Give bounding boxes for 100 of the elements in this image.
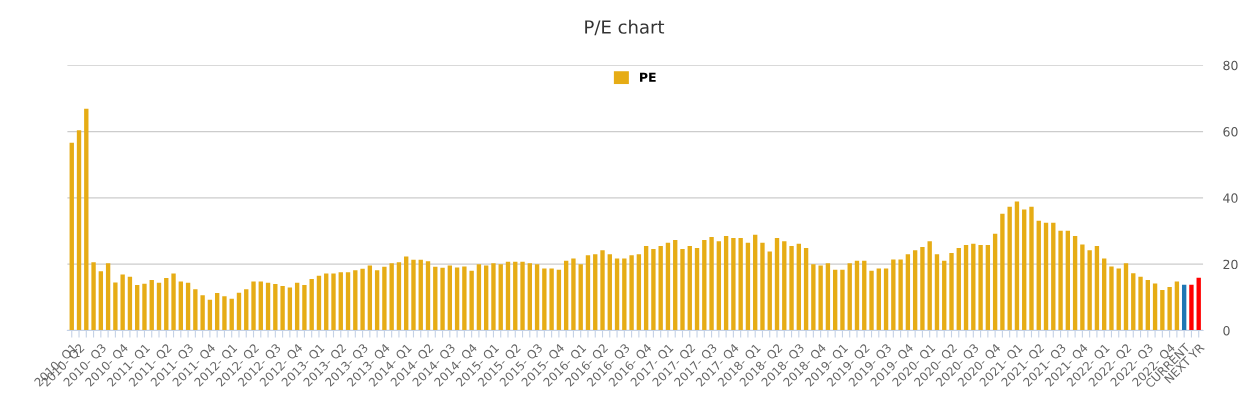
bar xyxy=(571,258,576,331)
bar xyxy=(1007,206,1012,331)
bar xyxy=(316,275,322,331)
bar xyxy=(273,284,278,331)
y-tick-label: 40 xyxy=(1223,193,1238,203)
bar xyxy=(1102,258,1107,331)
bar xyxy=(258,281,263,331)
bar xyxy=(149,280,154,331)
bar xyxy=(963,244,969,331)
bar xyxy=(629,255,634,331)
bar xyxy=(811,264,816,331)
bar xyxy=(643,245,649,331)
bar xyxy=(1036,220,1041,331)
bar xyxy=(338,272,343,331)
bar xyxy=(265,282,271,331)
bar xyxy=(1000,213,1005,331)
bar xyxy=(578,264,583,331)
bar xyxy=(389,263,394,331)
bar xyxy=(382,266,387,331)
bar xyxy=(1029,206,1034,331)
bar xyxy=(185,282,191,331)
bar xyxy=(1138,276,1143,331)
bar xyxy=(753,234,758,331)
bar xyxy=(607,254,612,331)
bar xyxy=(978,244,983,331)
bar xyxy=(135,285,140,331)
bar xyxy=(462,266,467,331)
bar xyxy=(760,242,765,331)
bar xyxy=(883,268,889,331)
bar xyxy=(469,270,474,331)
bar xyxy=(680,248,685,331)
bar xyxy=(1167,287,1172,331)
bar xyxy=(207,299,213,331)
bar xyxy=(1072,236,1078,331)
legend-label: PE xyxy=(640,72,656,82)
bar xyxy=(498,264,503,331)
bar xyxy=(825,263,831,331)
bar xyxy=(527,263,532,331)
bar xyxy=(156,282,162,331)
bar xyxy=(1181,284,1187,331)
bar xyxy=(520,261,525,331)
bar xyxy=(658,245,663,331)
bar xyxy=(992,233,998,331)
bar xyxy=(651,248,656,331)
bar xyxy=(84,108,89,331)
y-tick-label: 80 xyxy=(1223,60,1238,71)
y-tick-label: 20 xyxy=(1223,259,1238,270)
bar xyxy=(193,289,198,331)
bar xyxy=(251,281,256,331)
bar xyxy=(513,261,518,331)
bar xyxy=(665,242,671,331)
bar xyxy=(731,237,736,331)
bar xyxy=(862,260,867,331)
bar xyxy=(1131,273,1136,331)
bar xyxy=(971,243,976,331)
bar xyxy=(912,250,918,331)
bar xyxy=(905,254,911,331)
bar xyxy=(367,265,373,331)
bar xyxy=(542,268,547,331)
bar xyxy=(949,252,954,331)
y-tick-label: 60 xyxy=(1223,127,1238,137)
bar xyxy=(1058,230,1063,331)
bar xyxy=(789,245,794,331)
bar xyxy=(738,237,743,331)
bar xyxy=(767,251,772,331)
bar xyxy=(214,293,220,331)
bar xyxy=(716,241,722,331)
bar xyxy=(113,282,118,331)
bar xyxy=(1014,201,1020,331)
bar xyxy=(622,258,627,331)
bar xyxy=(803,247,809,331)
bar xyxy=(549,268,554,331)
bar xyxy=(447,265,453,331)
bar xyxy=(280,286,285,331)
bar xyxy=(345,272,351,331)
bar xyxy=(854,260,860,331)
bar xyxy=(1123,263,1129,331)
bar xyxy=(120,274,125,331)
bar xyxy=(891,259,896,331)
bar xyxy=(956,247,961,331)
bar xyxy=(1080,244,1085,331)
bar xyxy=(1174,281,1180,331)
bar xyxy=(782,241,787,331)
bar xyxy=(142,283,147,331)
bar xyxy=(98,271,104,331)
bar xyxy=(1145,280,1150,331)
bar xyxy=(818,265,823,331)
bar xyxy=(76,130,82,331)
bar xyxy=(287,287,293,331)
bar xyxy=(774,237,780,331)
bar xyxy=(673,239,678,331)
bar xyxy=(353,270,358,331)
bar xyxy=(556,269,562,331)
bar xyxy=(687,245,692,331)
bar xyxy=(418,259,423,331)
bar xyxy=(636,254,642,331)
bar xyxy=(563,260,569,331)
bar xyxy=(723,236,729,331)
bar xyxy=(302,285,307,331)
bar xyxy=(585,255,591,331)
